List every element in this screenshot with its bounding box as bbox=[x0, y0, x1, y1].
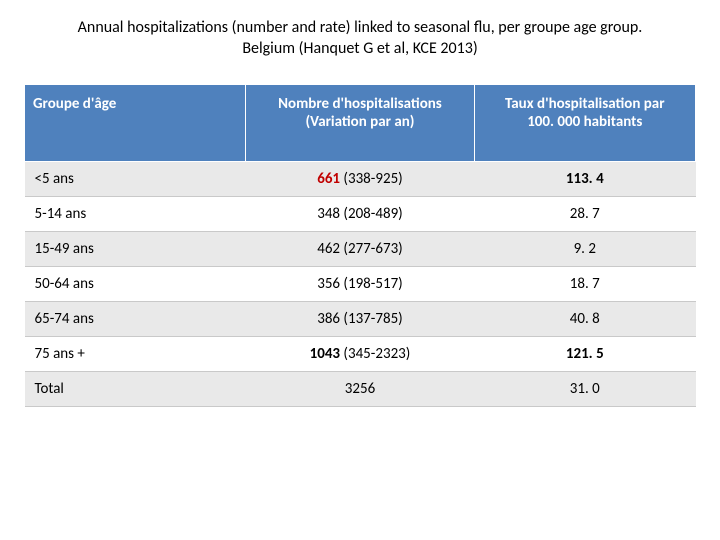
header-hosp-l2: (Variation par an) bbox=[305, 113, 414, 131]
cell-hospitalizations: 1043 (345-2323) bbox=[246, 336, 474, 371]
hosp-number: 356 bbox=[317, 275, 340, 293]
hosp-number: 462 bbox=[317, 240, 340, 258]
header-hosp-l1: Nombre d'hospitalisations bbox=[278, 95, 442, 113]
cell-rate: 18. 7 bbox=[474, 266, 695, 301]
cell-age: 50-64 ans bbox=[25, 266, 246, 301]
table-header-row: Groupe d'âge Nombre d'hospitalisations (… bbox=[25, 84, 696, 161]
title-line-1: Annual hospitalizations (number and rate… bbox=[78, 18, 643, 37]
table-row: 15-49 ans462 (277-673)9. 2 bbox=[25, 231, 696, 266]
cell-age: <5 ans bbox=[25, 161, 246, 196]
table-row: 50-64 ans356 (198-517)18. 7 bbox=[25, 266, 696, 301]
hosp-number: 348 bbox=[317, 205, 340, 223]
table-row: 5-14 ans348 (208-489)28. 7 bbox=[25, 196, 696, 231]
table-row: <5 ans661 (338-925)113. 4 bbox=[25, 161, 696, 196]
cell-age: 5-14 ans bbox=[25, 196, 246, 231]
cell-age: 75 ans + bbox=[25, 336, 246, 371]
table-row: Total 3256 31. 0 bbox=[25, 371, 696, 406]
hosp-range: (137-785) bbox=[340, 310, 403, 328]
hosp-number: 661 bbox=[317, 170, 340, 188]
cell-rate: 9. 2 bbox=[474, 231, 695, 266]
hosp-number: 386 bbox=[317, 310, 340, 328]
page-title: Annual hospitalizations (number and rate… bbox=[24, 18, 696, 60]
hospitalizations-table: Groupe d'âge Nombre d'hospitalisations (… bbox=[24, 84, 696, 407]
cell-age: Total bbox=[25, 371, 246, 406]
header-rate: Taux d'hospitalisation par 100. 000 habi… bbox=[474, 84, 695, 161]
table-body: <5 ans661 (338-925)113. 45-14 ans348 (20… bbox=[25, 161, 696, 406]
cell-hospitalizations: 661 (338-925) bbox=[246, 161, 474, 196]
cell-rate: 113. 4 bbox=[474, 161, 695, 196]
hosp-range: (208-489) bbox=[340, 205, 403, 223]
header-hospitalizations: Nombre d'hospitalisations (Variation par… bbox=[246, 84, 474, 161]
table-row: 65-74 ans386 (137-785)40. 8 bbox=[25, 301, 696, 336]
hosp-range: (198-517) bbox=[340, 275, 403, 293]
cell-rate: 31. 0 bbox=[474, 371, 695, 406]
hosp-range: (345-2323) bbox=[340, 345, 410, 363]
title-line-2: Belgium (Hanquet G et al, KCE 2013) bbox=[242, 39, 477, 58]
cell-hospitalizations: 348 (208-489) bbox=[246, 196, 474, 231]
cell-hospitalizations: 386 (137-785) bbox=[246, 301, 474, 336]
header-rate-l1: Taux d'hospitalisation par bbox=[505, 95, 665, 113]
cell-rate: 40. 8 bbox=[474, 301, 695, 336]
table-row: 75 ans +1043 (345-2323)121. 5 bbox=[25, 336, 696, 371]
cell-age: 15-49 ans bbox=[25, 231, 246, 266]
cell-age: 65-74 ans bbox=[25, 301, 246, 336]
hosp-range: (338-925) bbox=[340, 170, 403, 188]
cell-rate: 28. 7 bbox=[474, 196, 695, 231]
cell-hospitalizations: 3256 bbox=[246, 371, 474, 406]
cell-hospitalizations: 356 (198-517) bbox=[246, 266, 474, 301]
hosp-number: 3256 bbox=[345, 380, 375, 398]
header-rate-l2: 100. 000 habitants bbox=[527, 113, 642, 131]
header-age-label: Groupe d'âge bbox=[33, 95, 116, 113]
hosp-range: (277-673) bbox=[340, 240, 403, 258]
cell-rate: 121. 5 bbox=[474, 336, 695, 371]
header-age: Groupe d'âge bbox=[25, 84, 246, 161]
cell-hospitalizations: 462 (277-673) bbox=[246, 231, 474, 266]
hosp-number: 1043 bbox=[310, 345, 340, 363]
